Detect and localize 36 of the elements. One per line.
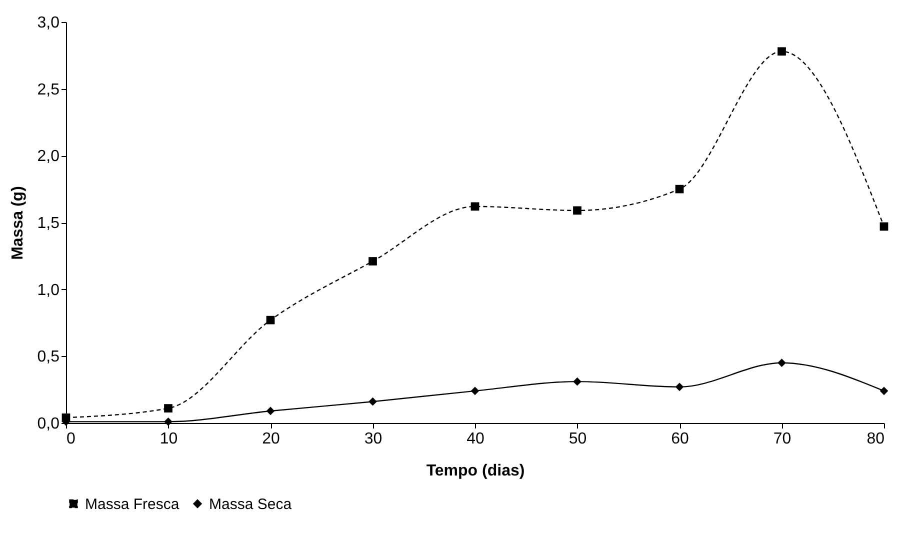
point: [266, 316, 275, 324]
y-tick-label: 2,0: [37, 148, 60, 166]
x-tick-label: 60: [671, 430, 689, 448]
point: [164, 417, 172, 426]
point: [880, 222, 888, 231]
legend-label: Massa Fresca: [85, 496, 180, 513]
point: [470, 202, 480, 211]
point: [880, 386, 888, 396]
y-tick-label: 0,0: [37, 416, 60, 432]
point: [470, 386, 480, 396]
x-tick-label: 0: [66, 430, 76, 448]
x-tick-label: 50: [568, 430, 587, 448]
x-tick-label: 70: [773, 430, 792, 448]
y-tick-label: 3,0: [37, 14, 60, 32]
x-axis-title: Tempo (dias): [426, 462, 525, 480]
legend-label: Massa Seca: [209, 496, 292, 513]
point: [368, 257, 377, 266]
y-axis-title: Massa (g): [9, 186, 26, 260]
point: [368, 397, 377, 406]
point: [675, 184, 684, 194]
x-tick-label: 40: [466, 430, 484, 448]
x-tick-label: 20: [262, 430, 280, 448]
y-tick-label: 1,5: [37, 215, 60, 232]
point: [675, 382, 684, 392]
y-tick-label: 1,0: [37, 282, 60, 299]
point: [778, 358, 786, 368]
point: [573, 377, 582, 386]
y-tick-label: 0,5: [37, 348, 60, 366]
point: [778, 47, 786, 56]
point: [164, 404, 172, 412]
point: [573, 206, 582, 215]
point: [266, 406, 275, 416]
y-tick-label: 2,5: [37, 81, 60, 98]
x-tick-label: 10: [160, 430, 178, 448]
x-tick-label: 80: [866, 430, 885, 448]
x-tick-label: 30: [364, 430, 382, 448]
